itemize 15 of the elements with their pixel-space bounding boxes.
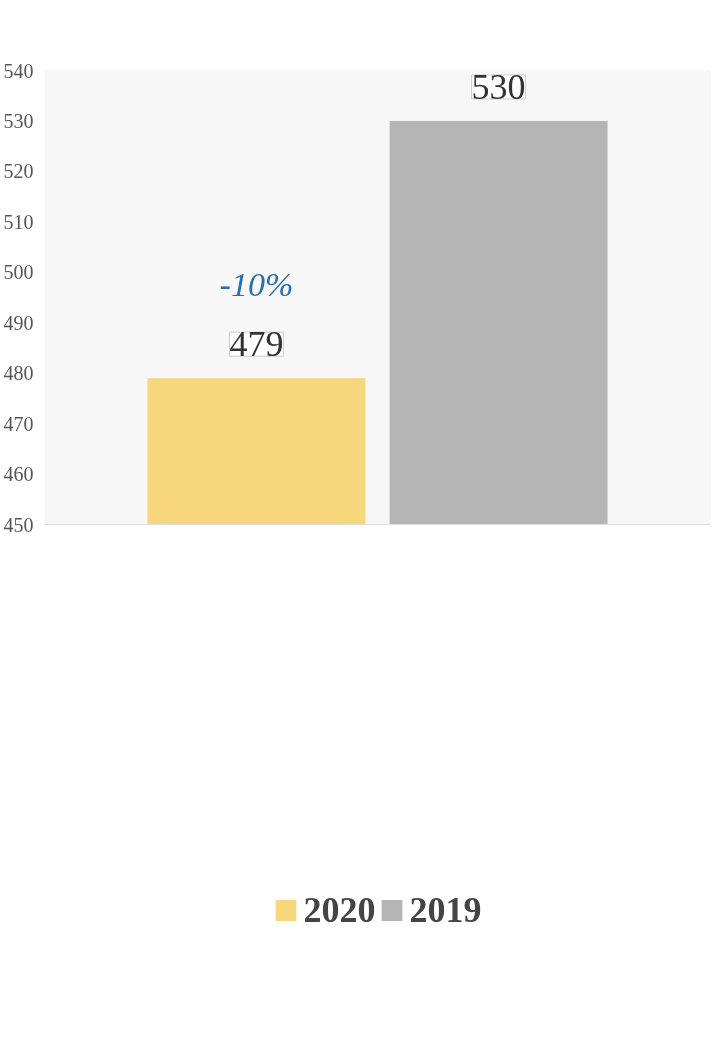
- legend-label: 2019: [409, 888, 482, 931]
- annotation: -10%: [219, 266, 294, 304]
- y-tick-label: 470: [3, 412, 34, 435]
- y-tick-label: 530: [3, 109, 34, 132]
- y-tick-label: 500: [3, 261, 34, 284]
- data-label: 479: [229, 324, 284, 365]
- y-tick-label: 460: [3, 463, 34, 486]
- y-tick-label: 510: [3, 210, 34, 233]
- y-tick-label: 490: [3, 311, 34, 334]
- data-label: 530: [471, 66, 526, 107]
- y-tick-label: 450: [3, 513, 34, 536]
- y-tick-label: 480: [3, 362, 34, 385]
- y-tick-label: 540: [3, 59, 34, 82]
- y-tick-label: 520: [3, 160, 34, 183]
- legend-label: 2020: [303, 888, 376, 931]
